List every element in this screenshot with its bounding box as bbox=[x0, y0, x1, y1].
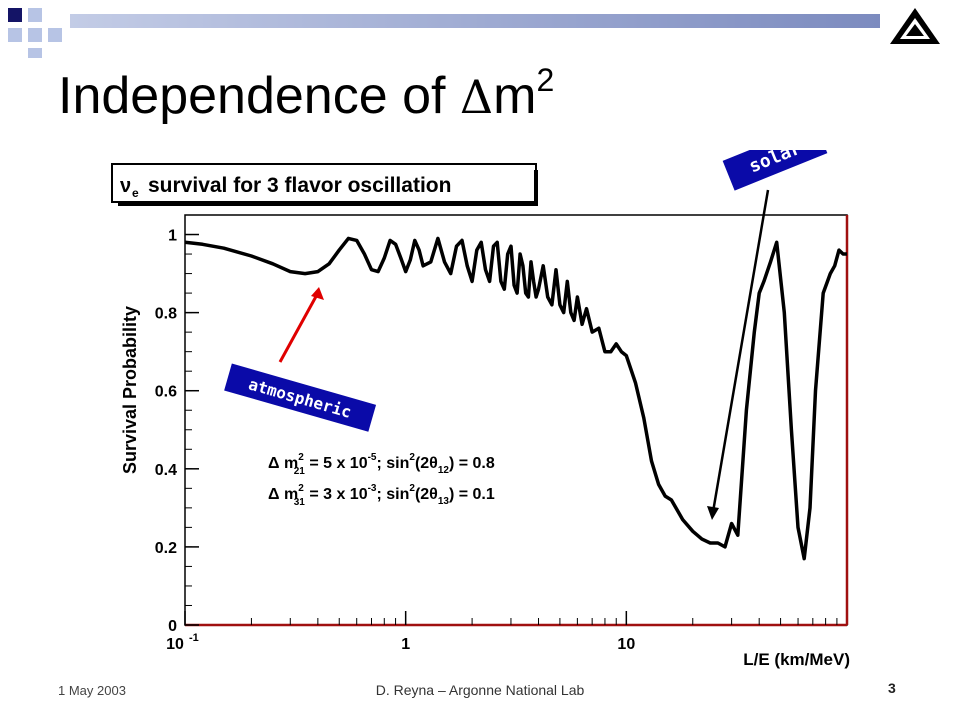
chart-title-prefix-sub: e bbox=[132, 186, 139, 200]
plot-frame bbox=[184, 214, 848, 626]
series-layer bbox=[184, 236, 847, 561]
argonne-logo-icon bbox=[890, 8, 940, 44]
y-tick-label: 0.6 bbox=[155, 384, 177, 401]
legend-line: Δ m2 21 = 5 x 10-5; sin2(2θ12) = 0.8 bbox=[268, 452, 495, 477]
chart-title: survival for 3 flavor oscillation bbox=[148, 174, 451, 197]
y-tick-label: 0.4 bbox=[155, 462, 177, 479]
atmospheric-label-box bbox=[224, 363, 377, 432]
legend-line: Δ m2 31 = 3 x 10-3; sin2(2θ13) = 0.1 bbox=[268, 483, 495, 508]
chart-title-prefix: ν bbox=[120, 175, 131, 197]
atmospheric-arrowhead bbox=[311, 287, 324, 300]
y-axis-label: Survival Probability bbox=[120, 306, 140, 474]
solar-annotation: solar bbox=[707, 150, 828, 520]
y-tick-label: 0.2 bbox=[155, 540, 177, 557]
header-bar bbox=[70, 14, 880, 28]
page-number: 3 bbox=[888, 680, 896, 696]
footer-presenter: D. Reyna – Argonne National Lab bbox=[375, 682, 585, 698]
page-title: Independence of Δm2 bbox=[58, 62, 554, 126]
survival-curve bbox=[184, 236, 847, 561]
atmospheric-arrow bbox=[278, 290, 321, 363]
survival-probability-chart: ν e survival for 3 flavor oscillation Su… bbox=[111, 150, 850, 669]
chart-title-box: ν e survival for 3 flavor oscillation bbox=[111, 163, 538, 206]
y-tick-label: 0.8 bbox=[155, 306, 177, 323]
solar-label-box bbox=[722, 150, 828, 191]
title-superscript: 2 bbox=[536, 62, 555, 98]
footer-date: 1 May 2003 bbox=[58, 683, 126, 698]
title-text: Independence of bbox=[58, 67, 460, 125]
solar-arrowhead bbox=[707, 506, 719, 520]
corner-decoration bbox=[0, 0, 80, 60]
x-tick-label: 10 bbox=[617, 636, 635, 653]
title-delta: Δ bbox=[459, 70, 494, 124]
y-tick-label: 1 bbox=[168, 228, 177, 245]
y-tick-label: 0 bbox=[168, 618, 177, 635]
x-tick-exponent: -1 bbox=[189, 632, 199, 644]
x-tick-label: 1 bbox=[401, 636, 410, 653]
oscillation-parameters-legend: Δ m2 21 = 5 x 10-5; sin2(2θ12) = 0.8 Δ m2 3… bbox=[268, 452, 495, 508]
x-tick-label: 10 bbox=[166, 636, 184, 653]
title-m: m bbox=[493, 67, 537, 125]
x-axis-label: L/E (km/MeV) bbox=[743, 650, 850, 669]
solar-arrow bbox=[711, 189, 770, 513]
axis-ticks: 0 0.2 0.4 0.6 0.8 1 10 -1 1 10 bbox=[155, 228, 838, 653]
